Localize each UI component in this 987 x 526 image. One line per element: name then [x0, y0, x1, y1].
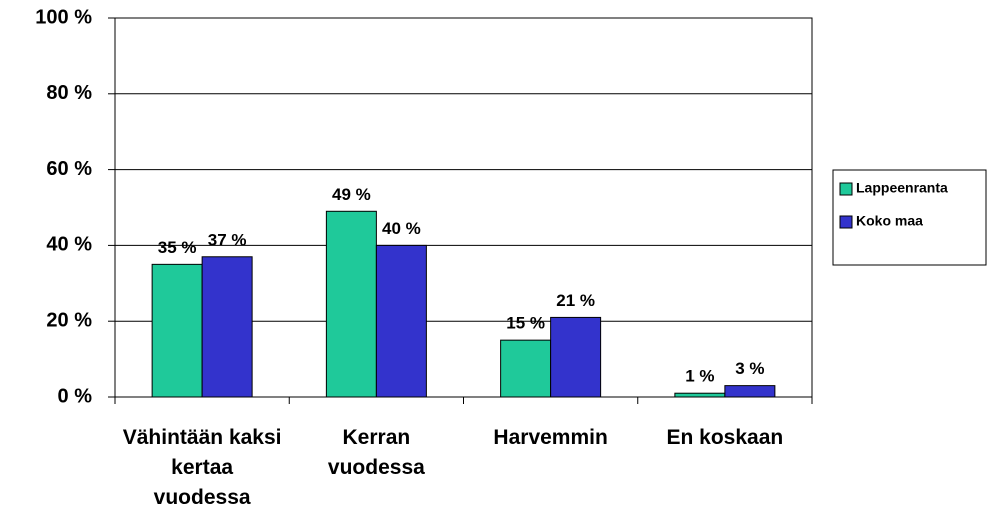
bar: [325, 210, 377, 398]
legend-swatch: [839, 215, 853, 229]
y-tick-label: 40 %: [46, 234, 92, 256]
y-tick-label: 80 %: [46, 82, 92, 104]
legend-label: Lappeenranta: [856, 180, 948, 196]
bar: [550, 316, 602, 398]
value-label: 37 %: [208, 230, 247, 249]
bar: [500, 339, 552, 398]
legend-box: [832, 169, 987, 266]
y-tick-label: 20 %: [46, 309, 92, 331]
bar: [151, 263, 203, 398]
bar: [674, 392, 726, 398]
value-label: 49 %: [332, 185, 371, 204]
legend-swatch: [839, 182, 853, 196]
value-label: 1 %: [685, 367, 714, 386]
value-label: 40 %: [382, 219, 421, 238]
value-label: 15 %: [506, 314, 545, 333]
legend-label: Koko maa: [856, 213, 923, 229]
x-tick-label: En koskaan: [666, 426, 784, 449]
y-tick-label: 0 %: [58, 385, 93, 407]
x-tick-label: Kerran vuodessa: [327, 426, 425, 479]
value-label: 21 %: [556, 291, 595, 310]
bar: [375, 244, 427, 398]
value-label: 35 %: [158, 238, 197, 257]
bar: [724, 385, 776, 398]
y-tick-label: 60 %: [46, 158, 92, 180]
y-tick-label: 100 %: [35, 6, 92, 28]
value-label: 3 %: [735, 359, 764, 378]
bar: [201, 256, 253, 398]
x-tick-label: Vähintään kaksi kertaa vuodessa: [122, 426, 282, 509]
x-tick-label: Harvemmin: [493, 426, 608, 449]
